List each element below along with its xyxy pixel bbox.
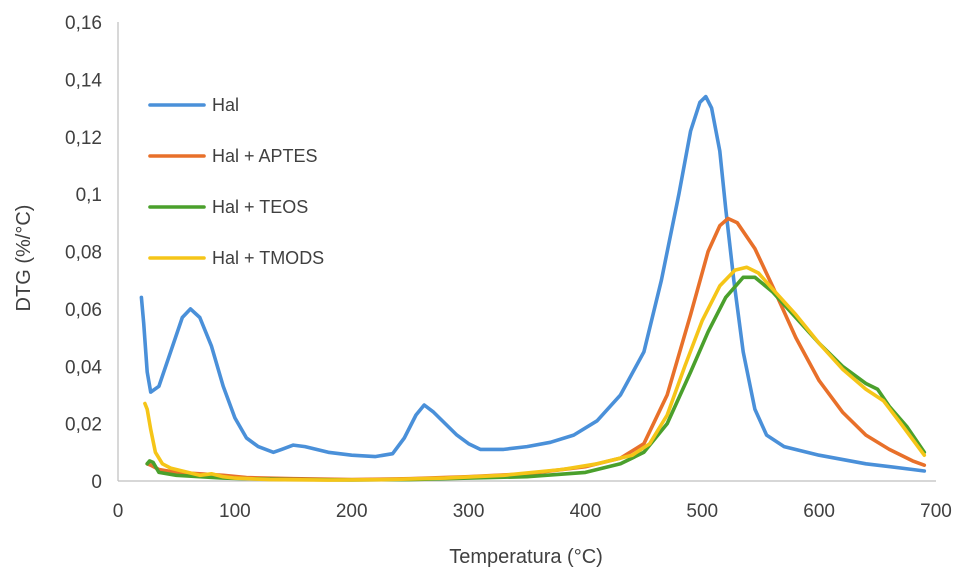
y-tick-label: 0,1 [76, 185, 102, 206]
legend-label: Hal [212, 95, 239, 115]
legend-label: Hal + APTES [212, 146, 318, 166]
x-tick-label: 200 [336, 501, 368, 522]
y-tick-label: 0,12 [65, 128, 102, 149]
x-axis-title: Temperatura (°C) [449, 546, 603, 568]
legend-label: Hal + TMODS [212, 248, 324, 268]
x-tick-label: 600 [803, 501, 835, 522]
y-tick-label: 0 [91, 472, 102, 493]
legend: Hal Hal + APTES Hal + TEOS Hal + TMODS [148, 95, 324, 268]
x-tick-label: 500 [686, 501, 718, 522]
y-tick-label: 0,02 [65, 415, 102, 436]
x-tick-label: 400 [570, 501, 602, 522]
legend-label: Hal + TEOS [212, 197, 308, 217]
x-tick-label: 0 [113, 501, 124, 522]
y-axis-title: DTG (%/°C) [13, 205, 35, 312]
series-lines [139, 94, 927, 482]
x-tick-label: 100 [219, 501, 251, 522]
series-line [143, 265, 927, 482]
x-tick-label: 700 [920, 501, 952, 522]
x-tick-label: 300 [453, 501, 485, 522]
y-tick-label: 0,08 [65, 243, 102, 264]
axes: 0 0,02 0,04 0,06 0,08 0,1 0,12 0,14 0,16 0 100 200 3… [65, 13, 952, 522]
y-tick-label: 0,16 [65, 13, 102, 34]
y-tick-label: 0,06 [65, 300, 102, 321]
y-tick-label: 0,04 [65, 357, 102, 378]
y-tick-label: 0,14 [65, 70, 102, 91]
